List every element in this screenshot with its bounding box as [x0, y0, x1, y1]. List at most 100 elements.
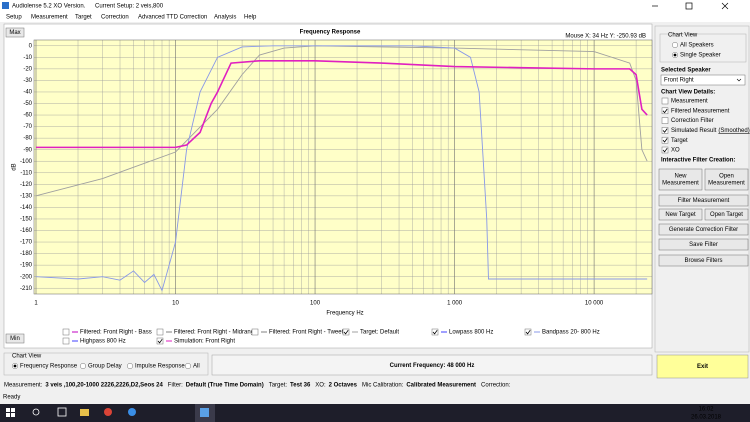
- y-tick-label: -30: [23, 78, 32, 84]
- menu-item[interactable]: Setup: [6, 15, 22, 21]
- dropdown-value[interactable]: Front Right: [664, 78, 694, 84]
- y-tick-label: -160: [20, 228, 33, 234]
- checkbox[interactable]: [661, 146, 669, 154]
- radio[interactable]: [126, 362, 134, 370]
- button-label[interactable]: Filter Measurement: [678, 198, 730, 204]
- panel-button[interactable]: [658, 208, 703, 221]
- search-icon[interactable]: [32, 408, 40, 416]
- series-line: [36, 59, 648, 149]
- menu-item[interactable]: Advanced TTD Correction: [138, 15, 207, 21]
- button-label[interactable]: Open Target: [710, 212, 743, 218]
- radio[interactable]: [184, 362, 192, 370]
- detail-label[interactable]: Measurement: [671, 99, 708, 105]
- y-tick-label: -200: [20, 274, 33, 280]
- radio[interactable]: [79, 362, 87, 370]
- chart-view-option[interactable]: All: [193, 364, 200, 370]
- panel-button[interactable]: [658, 194, 749, 207]
- clock-date: 26.03.2018: [691, 415, 722, 421]
- legend-label: Target: Default: [360, 330, 399, 336]
- checkbox[interactable]: [661, 97, 669, 105]
- current-frequency-box: [211, 354, 653, 376]
- checkbox[interactable]: [661, 136, 669, 144]
- checkbox[interactable]: [342, 328, 350, 336]
- checkbox[interactable]: [156, 328, 164, 336]
- max-button[interactable]: [5, 27, 25, 38]
- panel-button[interactable]: [704, 168, 749, 191]
- speaker-option[interactable]: Single Speaker: [680, 53, 721, 59]
- check-mark: [662, 108, 668, 114]
- checkbox[interactable]: [251, 328, 259, 336]
- chart-view-option[interactable]: Group Delay: [88, 364, 122, 370]
- legend-label: Highpass 800 Hz: [80, 339, 126, 345]
- check-mark: [525, 329, 531, 335]
- y-tick-label: -20: [23, 66, 32, 72]
- checkbox[interactable]: [524, 328, 532, 336]
- chart-view-option[interactable]: Impulse Response: [135, 364, 185, 370]
- detail-label[interactable]: Target: [671, 138, 688, 144]
- audiolense-task[interactable]: [200, 408, 209, 417]
- explorer-icon[interactable]: [80, 409, 89, 416]
- series-line: [35, 45, 648, 197]
- checkbox[interactable]: [62, 328, 70, 336]
- panel-button[interactable]: [658, 223, 749, 236]
- radio[interactable]: [671, 41, 679, 49]
- menu-item[interactable]: Analysis: [214, 15, 236, 21]
- exit-label[interactable]: Exit: [697, 364, 708, 370]
- button-label[interactable]: New: [674, 174, 687, 180]
- button-label[interactable]: Measurement: [662, 181, 699, 187]
- x-tick-label: 100: [310, 301, 321, 307]
- checkbox[interactable]: [62, 337, 70, 345]
- speaker-dropdown[interactable]: [660, 74, 746, 86]
- close[interactable]: [721, 2, 729, 10]
- button-label[interactable]: Generate Correction Filter: [669, 227, 738, 233]
- menu-item[interactable]: Help: [244, 15, 257, 21]
- button-label[interactable]: Save Filter: [689, 242, 718, 248]
- legend-label: Filtered: Front Right - Bass: [80, 330, 152, 336]
- window-title: Audiolense 5.2 XO Version.: [12, 4, 86, 10]
- exit-button[interactable]: [656, 354, 749, 379]
- checkbox[interactable]: [661, 127, 669, 134]
- task-view[interactable]: [57, 407, 67, 417]
- chrome-icon[interactable]: [104, 408, 112, 416]
- panel-button[interactable]: [658, 238, 749, 251]
- start-button[interactable]: [6, 408, 15, 417]
- max-label[interactable]: Max: [9, 30, 20, 36]
- check-mark: [662, 138, 668, 143]
- detail-label[interactable]: Simulated Result: [671, 128, 717, 134]
- panel-group: [659, 33, 747, 63]
- menu-item[interactable]: Target: [75, 15, 92, 21]
- legend-label: Simulation: Front Right: [174, 339, 235, 345]
- status-label: Measurement:: [4, 383, 43, 389]
- check-mark: [662, 147, 668, 153]
- detail-extra[interactable]: (Smoothed): [718, 128, 749, 134]
- current-setup: Current Setup: 2 veis,800: [95, 4, 164, 10]
- panel-button[interactable]: [704, 208, 749, 221]
- min-label[interactable]: Min: [10, 336, 20, 342]
- detail-label[interactable]: XO: [671, 148, 680, 154]
- min-button[interactable]: [5, 333, 25, 344]
- checkbox[interactable]: [431, 328, 439, 336]
- speaker-option[interactable]: All Speakers: [680, 43, 714, 49]
- detail-label[interactable]: Filtered Measurement: [671, 108, 730, 114]
- detail-label[interactable]: Correction Filter: [671, 118, 714, 124]
- chart-view-option[interactable]: Frequency Response: [20, 364, 78, 370]
- menu-item[interactable]: Measurement: [31, 15, 68, 21]
- checkbox[interactable]: [661, 107, 669, 115]
- button-label[interactable]: Browse Filters: [684, 258, 722, 264]
- app-icon-2[interactable]: [128, 408, 136, 416]
- menu-item[interactable]: Correction: [101, 15, 129, 21]
- button-label[interactable]: Open: [719, 174, 734, 180]
- checkbox[interactable]: [156, 337, 164, 345]
- button-label[interactable]: New Target: [665, 212, 696, 218]
- y-tick-label: -140: [20, 205, 33, 211]
- check-mark: [662, 128, 668, 133]
- checkbox[interactable]: [661, 117, 669, 124]
- button-label[interactable]: Measurement: [708, 181, 745, 187]
- panel-button[interactable]: [658, 168, 703, 191]
- panel-button[interactable]: [658, 254, 749, 267]
- status-label: Filter:: [168, 383, 183, 389]
- maximize[interactable]: [685, 2, 693, 10]
- chart-title: Frequency Response: [300, 30, 361, 36]
- check-mark: [432, 329, 438, 335]
- y-tick-label: -210: [20, 286, 33, 292]
